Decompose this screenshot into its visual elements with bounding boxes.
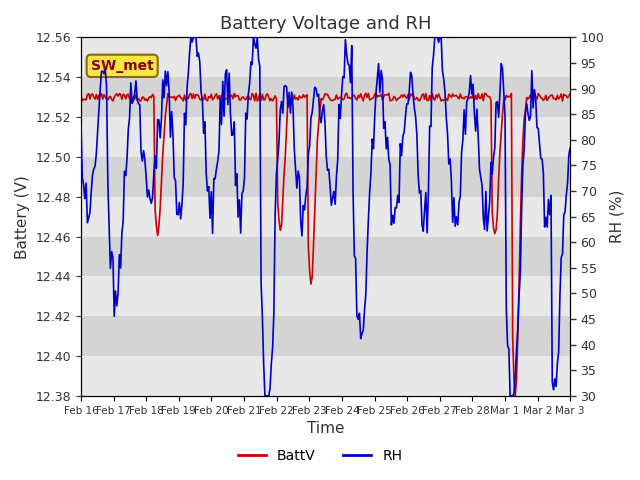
Bar xyxy=(81,237,570,276)
Y-axis label: Battery (V): Battery (V) xyxy=(15,175,30,259)
Legend: BattV, RH: BattV, RH xyxy=(232,443,408,468)
Bar xyxy=(81,356,570,396)
Text: SW_met: SW_met xyxy=(91,59,154,73)
Bar xyxy=(81,316,570,356)
X-axis label: Time: Time xyxy=(307,421,344,436)
Title: Battery Voltage and RH: Battery Voltage and RH xyxy=(220,15,431,33)
Y-axis label: RH (%): RH (%) xyxy=(610,190,625,243)
Bar xyxy=(81,197,570,237)
Bar xyxy=(81,77,570,117)
Bar xyxy=(81,37,570,77)
Bar xyxy=(81,157,570,197)
Bar xyxy=(81,117,570,157)
Bar xyxy=(81,276,570,316)
